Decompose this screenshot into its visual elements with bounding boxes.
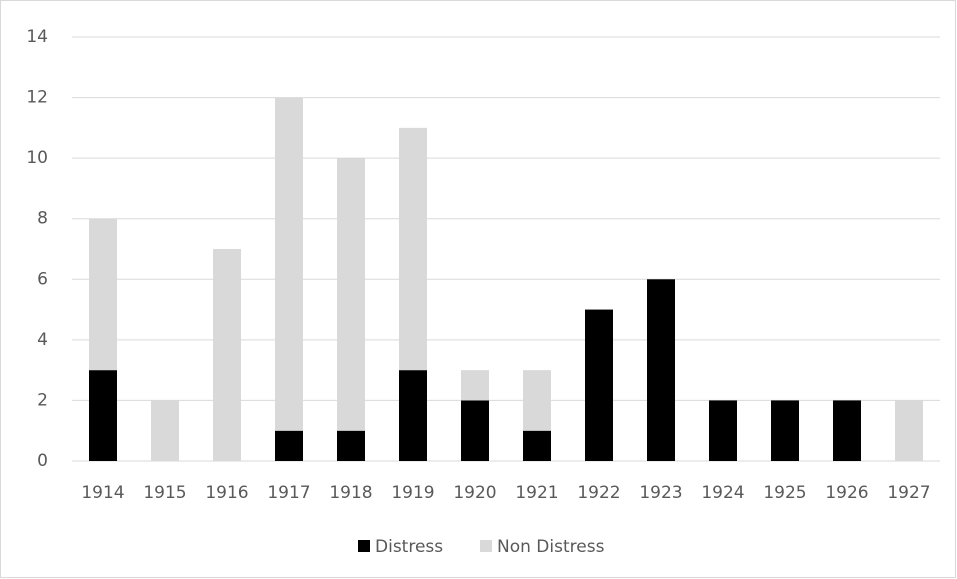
x-tick-label: 1920 [453,483,496,503]
bar-segment [213,249,241,461]
bar-segment [461,400,489,461]
x-tick-label: 1927 [887,483,930,503]
legend-swatch [358,540,370,552]
bar-segment [337,158,365,431]
x-tick-label: 1915 [143,483,186,503]
x-tick-label: 1924 [701,483,744,503]
x-tick-label: 1923 [639,483,682,503]
bar-segment [647,279,675,461]
legend-label: Distress [375,537,443,557]
y-tick-label: 2 [37,390,48,410]
bar-segment [399,127,427,371]
bar-segment [833,400,861,461]
x-tick-label: 1917 [267,483,310,503]
bar-segment [771,400,799,461]
x-tick-label: 1918 [329,483,372,503]
bar-segment [461,370,489,401]
y-tick-label: 12 [26,88,48,108]
bar-segment [585,309,613,461]
x-tick-label: 1925 [763,483,806,503]
legend-swatch [480,540,492,552]
bar-segment [399,370,427,461]
y-tick-label: 4 [37,330,48,350]
bar-segment [523,370,551,431]
x-tick-label: 1919 [391,483,434,503]
y-tick-label: 6 [37,269,48,289]
x-tick-label: 1914 [81,483,124,503]
x-tick-label: 1921 [515,483,558,503]
y-tick-label: 10 [26,148,48,168]
bar-segment [275,97,303,431]
bar-segment [709,400,737,461]
y-tick-label: 0 [37,451,48,471]
x-tick-label: 1916 [205,483,248,503]
bar-segment [895,400,923,461]
x-tick-label: 1926 [825,483,868,503]
y-tick-label: 8 [37,209,48,229]
bar-segment [275,430,303,461]
legend-label: Non Distress [497,537,605,557]
x-tick-label: 1922 [577,483,620,503]
bar-segment [523,430,551,461]
bar-segment [89,370,117,461]
bar-segment [89,218,117,371]
y-tick-label: 14 [26,27,48,47]
bar-segment [151,400,179,461]
bar-segment [337,430,365,461]
